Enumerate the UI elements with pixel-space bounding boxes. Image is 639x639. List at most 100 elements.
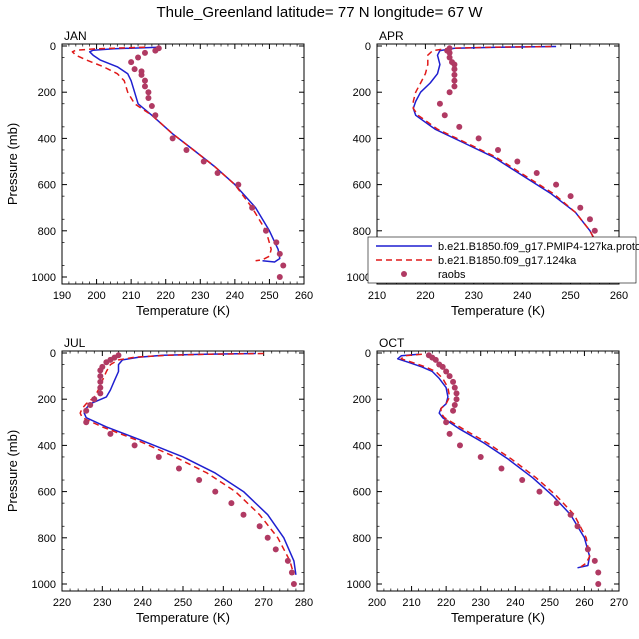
raobs-point (519, 477, 526, 484)
panel-label: JUL (64, 336, 86, 350)
panel-label: OCT (379, 336, 405, 350)
series-line-124ka (412, 45, 603, 266)
legend-entry-label: b.e21.B1850.f09_g17.124ka (438, 255, 577, 267)
raobs-point (141, 83, 148, 90)
raobs-point (456, 442, 463, 449)
x-tick-label: 230 (191, 290, 209, 302)
raobs-point (567, 193, 574, 200)
y-tick-label: 1000 (347, 579, 371, 591)
raobs-point (212, 488, 219, 495)
raobs-point (451, 71, 458, 78)
x-tick-label: 220 (157, 290, 175, 302)
y-tick-label: 0 (50, 348, 56, 360)
raobs-point (477, 453, 484, 460)
x-tick-label: 250 (561, 290, 579, 302)
raobs-point (290, 581, 297, 587)
raobs-point (131, 442, 138, 449)
raobs-point (577, 204, 584, 211)
raobs-point (169, 135, 176, 142)
y-tick-label: 0 (365, 348, 371, 360)
raobs-point (586, 216, 593, 223)
y-tick-label: 800 (38, 533, 56, 545)
panel-label: JAN (64, 29, 87, 43)
x-tick-label: 260 (610, 290, 628, 302)
series-line-124ka (71, 46, 272, 262)
raobs-point (145, 94, 152, 101)
x-tick-label: 230 (472, 597, 490, 609)
raobs-point (595, 569, 602, 576)
y-tick-label: 200 (353, 87, 371, 99)
x-tick-label: 260 (295, 290, 313, 302)
raobs-point (262, 227, 269, 234)
raobs-point (591, 227, 598, 234)
raobs-point (264, 534, 271, 541)
raobs-point (553, 181, 560, 188)
raobs-point (152, 112, 159, 119)
raobs-point (200, 158, 207, 165)
raobs-point (446, 430, 453, 437)
x-tick-label: 270 (610, 597, 628, 609)
y-tick-label: 400 (38, 440, 56, 452)
x-tick-label: 230 (465, 290, 483, 302)
series-line-124ka (79, 352, 295, 576)
y-tick-label: 800 (38, 226, 56, 238)
raobs-point (276, 250, 283, 257)
raobs-point (97, 384, 104, 391)
raobs-point (453, 390, 460, 397)
x-tick-label: 210 (122, 290, 140, 302)
legend: b.e21.B1850.f09_g17.PMIP4-127ka.proto b.e… (367, 236, 639, 284)
plot-frame (376, 350, 620, 592)
y-tick-label: 400 (353, 133, 371, 145)
panels: 190 200 210 220 230 240 250 260 0 200 400 600 800 100… (5, 29, 639, 625)
raobs-point (498, 465, 505, 472)
raobs-point (97, 390, 104, 397)
y-tick-label: 1000 (347, 272, 371, 284)
raobs-point (148, 103, 155, 110)
x-tick-label: 250 (174, 597, 192, 609)
raobs-point (256, 523, 263, 530)
panel-label: APR (379, 29, 404, 43)
x-tick-label: 240 (226, 290, 244, 302)
raobs-point (451, 77, 458, 84)
raobs-point (533, 170, 540, 177)
raobs-point (175, 465, 182, 472)
legend-marker (401, 271, 407, 277)
raobs-point (591, 557, 598, 564)
raobs-point (135, 54, 142, 61)
plot-frame (376, 43, 620, 285)
raobs-point (436, 100, 443, 107)
raobs-point (103, 359, 110, 366)
y-tick-label: 1000 (32, 579, 56, 591)
y-axis-label: Pressure (mb) (5, 123, 20, 205)
raobs-point (155, 453, 162, 460)
panel-jul: 220 230 240 250 260 270 280 0 200 400 600 800 1000 Te… (5, 336, 313, 625)
series-line-127ka (88, 46, 281, 263)
raobs-point (228, 500, 235, 507)
raobs-point (443, 368, 450, 375)
x-tick-label: 220 (437, 597, 455, 609)
x-tick-label: 260 (575, 597, 593, 609)
y-axis-label: Pressure (mb) (5, 430, 20, 512)
raobs-point (107, 430, 114, 437)
raobs-point (141, 49, 148, 56)
raobs-point (441, 112, 448, 119)
raobs-point (443, 419, 450, 426)
raobs-point (276, 274, 283, 280)
raobs-point (97, 367, 104, 374)
x-tick-label: 200 (87, 290, 105, 302)
raobs-point (152, 47, 159, 54)
raobs-point (196, 477, 203, 484)
raobs-point (214, 170, 221, 177)
raobs-point (446, 54, 453, 61)
raobs-point (475, 135, 482, 142)
raobs-point (574, 523, 581, 530)
raobs-point (91, 396, 98, 403)
raobs-point (584, 546, 591, 553)
raobs-point (567, 511, 574, 518)
legend-entry-label: b.e21.B1850.f09_g17.PMIP4-127ka.proto (438, 241, 639, 253)
raobs-point (451, 66, 458, 73)
legend-box (367, 236, 637, 284)
x-tick-label: 240 (133, 597, 151, 609)
raobs-point (83, 407, 90, 414)
y-tick-label: 200 (38, 87, 56, 99)
